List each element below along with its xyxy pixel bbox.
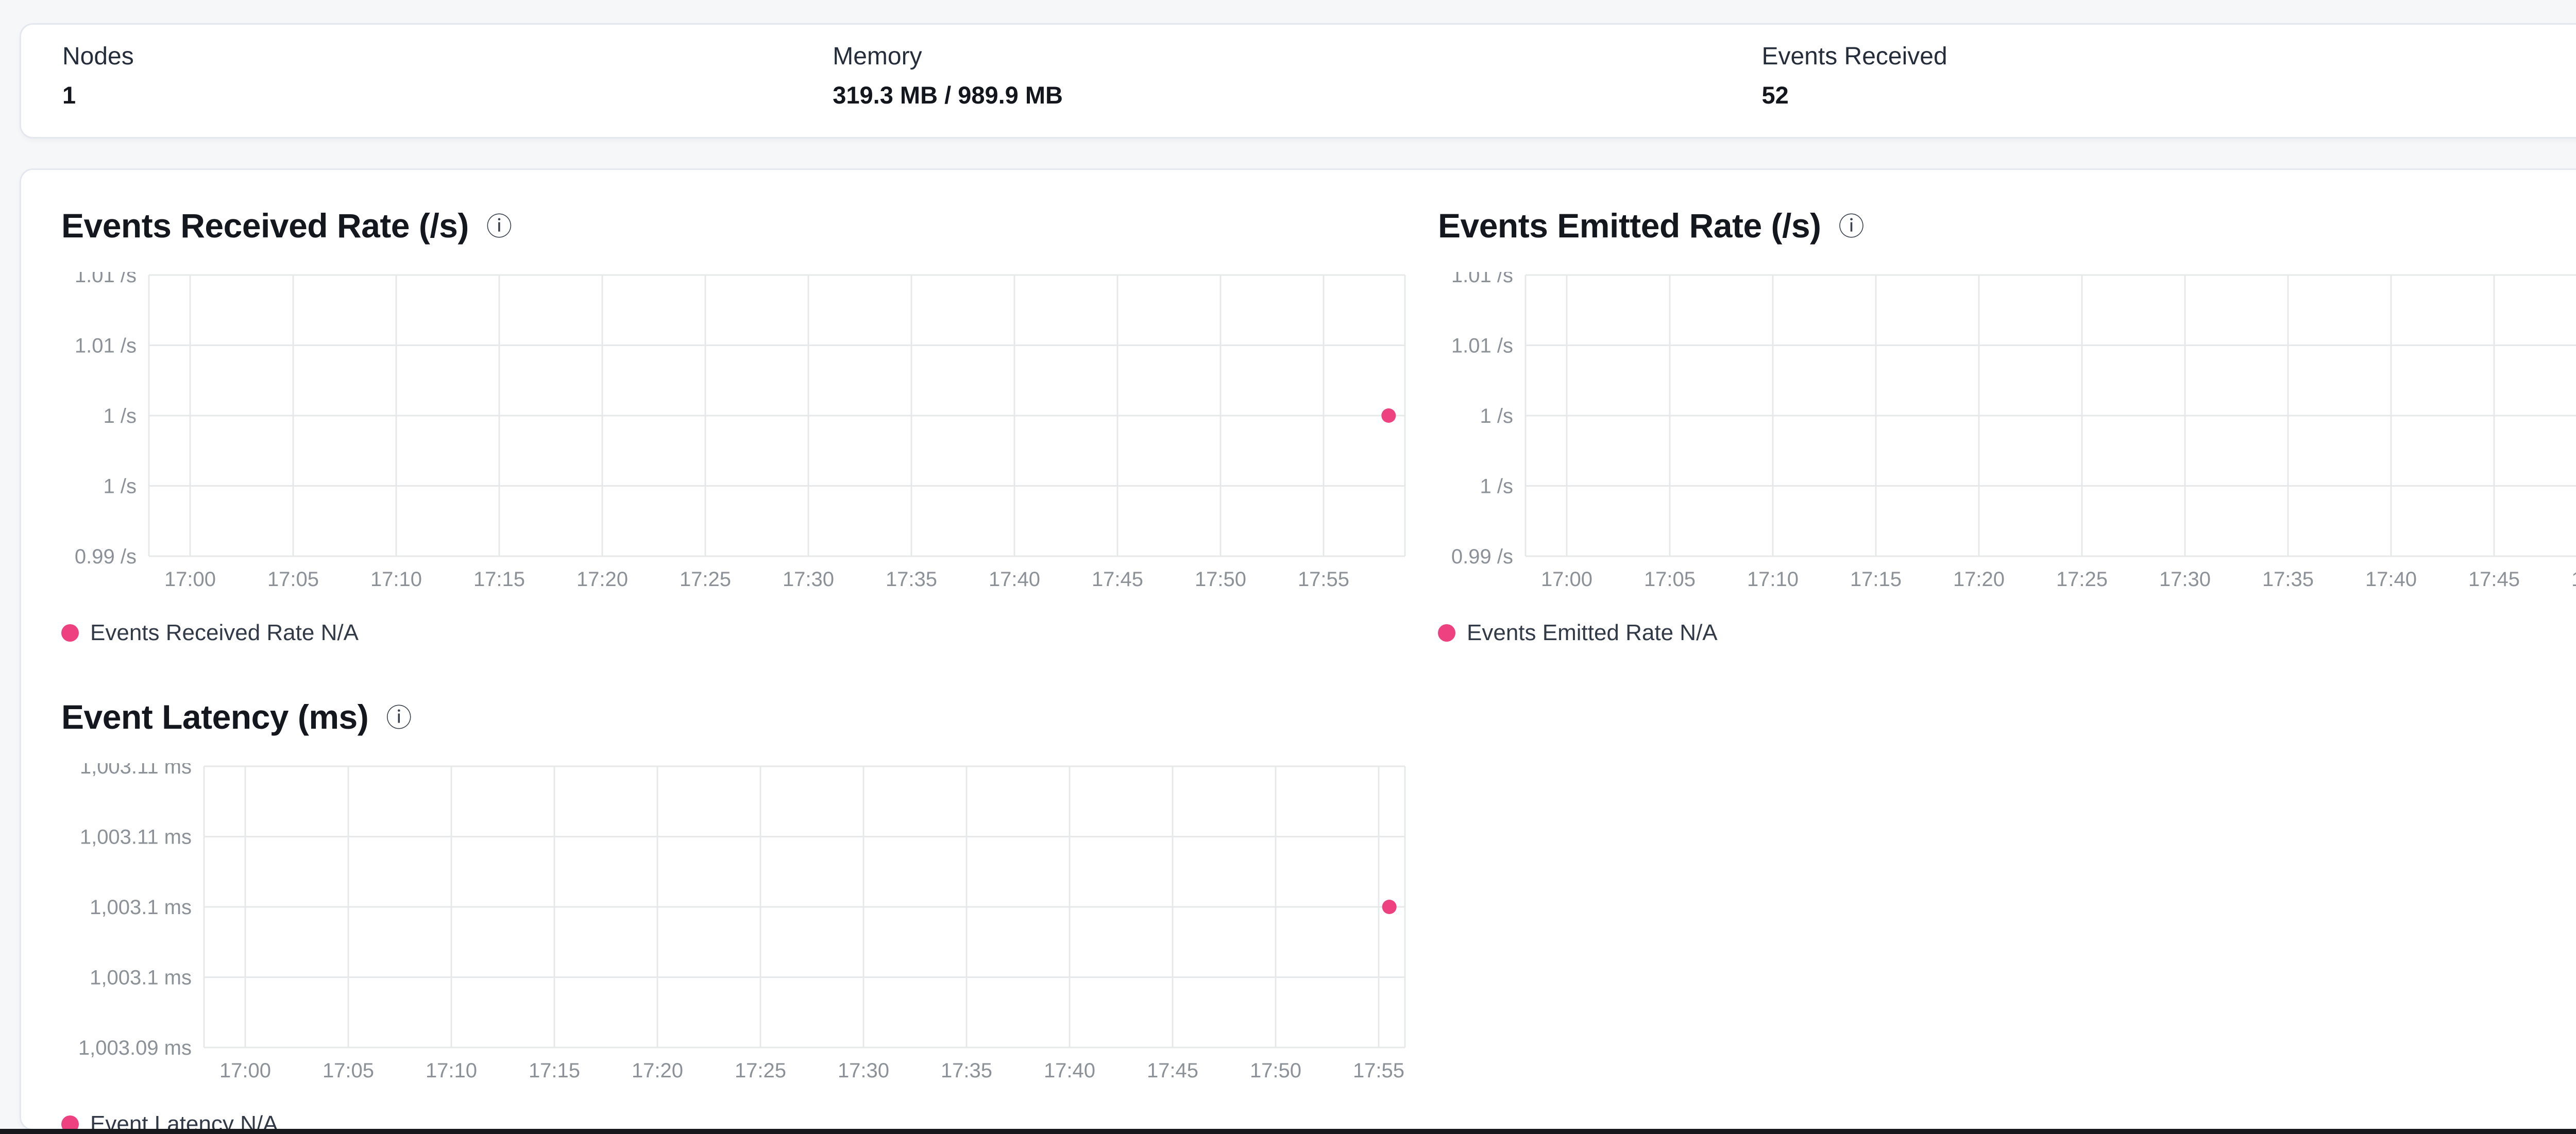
chart-title: Events Emitted Rate (/s) [1438,207,1821,245]
svg-text:0.99 /s: 0.99 /s [1451,545,1513,568]
svg-text:17:25: 17:25 [735,1059,786,1082]
svg-text:1 /s: 1 /s [104,405,137,427]
stat-memory: Memory 319.3 MB / 989.9 MB [833,43,1063,108]
svg-text:1,003.11 ms: 1,003.11 ms [80,826,192,849]
svg-text:1.01 /s: 1.01 /s [75,272,137,287]
svg-text:1 /s: 1 /s [1480,475,1513,498]
svg-text:17:50: 17:50 [1250,1059,1301,1082]
svg-text:1.01 /s: 1.01 /s [1451,335,1513,357]
svg-text:17:45: 17:45 [1147,1059,1198,1082]
stat-value: 1 [62,81,76,109]
svg-text:17:40: 17:40 [1044,1059,1095,1082]
svg-text:17:20: 17:20 [1953,568,2005,591]
svg-text:17:15: 17:15 [529,1059,580,1082]
chart-plot: 1.01 /s 1.01 /s 1 /s 1 /s 0.99 /s 17:00 17:05 1… [75,272,1406,591]
svg-text:1,003.11 ms: 1,003.11 ms [80,763,192,778]
chart-plot: 1,003.11 ms 1,003.11 ms 1,003.1 ms 1,003.1 … [78,763,1406,1082]
svg-text:17:15: 17:15 [1850,568,1902,591]
svg-text:1,003.1 ms: 1,003.1 ms [90,896,192,919]
svg-text:17:25: 17:25 [2056,568,2108,591]
stat-value: 52 [1761,81,1789,109]
svg-text:17:20: 17:20 [632,1059,683,1082]
svg-text:1.01 /s: 1.01 /s [75,335,137,357]
info-icon[interactable]: ⓘ [1838,212,1865,241]
chart-events-received-rate: Events Received Rate (/s) ⓘ 1.01 /s 1.01 … [61,206,1438,646]
svg-text:17:20: 17:20 [577,568,628,591]
stat-label: Memory [833,43,922,70]
svg-text:17:55: 17:55 [1353,1059,1404,1082]
svg-text:17:30: 17:30 [2159,568,2211,591]
svg-text:17:15: 17:15 [473,568,525,591]
svg-text:17:05: 17:05 [1644,568,1696,591]
svg-text:1,003.09 ms: 1,003.09 ms [78,1037,192,1059]
svg-text:1 /s: 1 /s [104,475,137,498]
svg-text:0.99 /s: 0.99 /s [75,545,137,568]
svg-text:17:35: 17:35 [941,1059,992,1082]
svg-text:17:25: 17:25 [680,568,731,591]
svg-text:17:10: 17:10 [370,568,422,591]
legend-item[interactable]: Events Emitted Rate N/A [1438,620,2576,646]
info-icon[interactable]: ⓘ [386,703,412,732]
legend-series-dot [1438,624,1455,642]
legend-item[interactable]: Events Received Rate N/A [61,620,1438,646]
chart-event-latency: Event Latency (ms) ⓘ 1,003.11 ms 1,003.11… [61,697,1438,1134]
svg-text:1.01 /s: 1.01 /s [1451,272,1513,287]
svg-text:17:45: 17:45 [2468,568,2520,591]
legend-label: Events Received Rate N/A [90,620,359,645]
svg-text:17:00: 17:00 [164,568,216,591]
svg-text:17:45: 17:45 [1092,568,1143,591]
charts-panel: Events Received Rate (/s) ⓘ 1.01 /s 1.01 … [20,168,2576,1134]
svg-text:17:00: 17:00 [219,1059,271,1082]
chart-events-emitted-rate: Events Emitted Rate (/s) ⓘ 1.01 /s 1.01 /… [1438,206,2576,646]
svg-text:17:50: 17:50 [2571,568,2576,591]
stat-value: 319.3 MB / 989.9 MB [833,81,1063,109]
svg-text:17:30: 17:30 [783,568,834,591]
chart-header: Events Received Rate (/s) ⓘ [61,206,1438,245]
svg-text:17:55: 17:55 [1298,568,1349,591]
svg-text:17:10: 17:10 [1747,568,1799,591]
stat-label: Nodes [62,43,134,70]
svg-text:17:05: 17:05 [267,568,319,591]
stats-row: Nodes 1 Memory 319.3 MB / 989.9 MB Event… [62,43,2576,118]
svg-text:17:30: 17:30 [838,1059,889,1082]
stat-events-received: Events Received 52 [1761,43,1947,108]
svg-text:17:00: 17:00 [1541,568,1592,591]
svg-text:17:10: 17:10 [426,1059,477,1082]
svg-text:17:05: 17:05 [323,1059,374,1082]
chart-plot: 1.01 /s 1.01 /s 1 /s 1 /s 0.99 /s 17:00 17:05 1… [1451,272,2576,591]
window-bottom-edge [0,1129,2576,1134]
stat-nodes: Nodes 1 [62,43,134,108]
svg-text:17:35: 17:35 [2262,568,2314,591]
chart-title: Events Received Rate (/s) [61,207,469,245]
svg-text:17:50: 17:50 [1195,568,1246,591]
svg-text:17:40: 17:40 [989,568,1040,591]
stats-bar: Nodes 1 Memory 319.3 MB / 989.9 MB Event… [20,23,2576,139]
svg-text:17:35: 17:35 [886,568,937,591]
chart-header: Event Latency (ms) ⓘ [61,697,1438,736]
legend-label: Events Emitted Rate N/A [1467,620,1718,645]
legend-series-dot [61,624,79,642]
chart-header: Events Emitted Rate (/s) ⓘ [1438,206,2576,245]
stat-label: Events Received [1761,43,1947,70]
info-icon[interactable]: ⓘ [486,212,512,241]
chart-title: Event Latency (ms) [61,698,369,736]
svg-text:1,003.1 ms: 1,003.1 ms [90,967,192,989]
svg-text:1 /s: 1 /s [1480,405,1513,427]
charts-grid: Events Received Rate (/s) ⓘ 1.01 /s 1.01 … [61,206,2576,1134]
svg-text:17:40: 17:40 [2365,568,2417,591]
